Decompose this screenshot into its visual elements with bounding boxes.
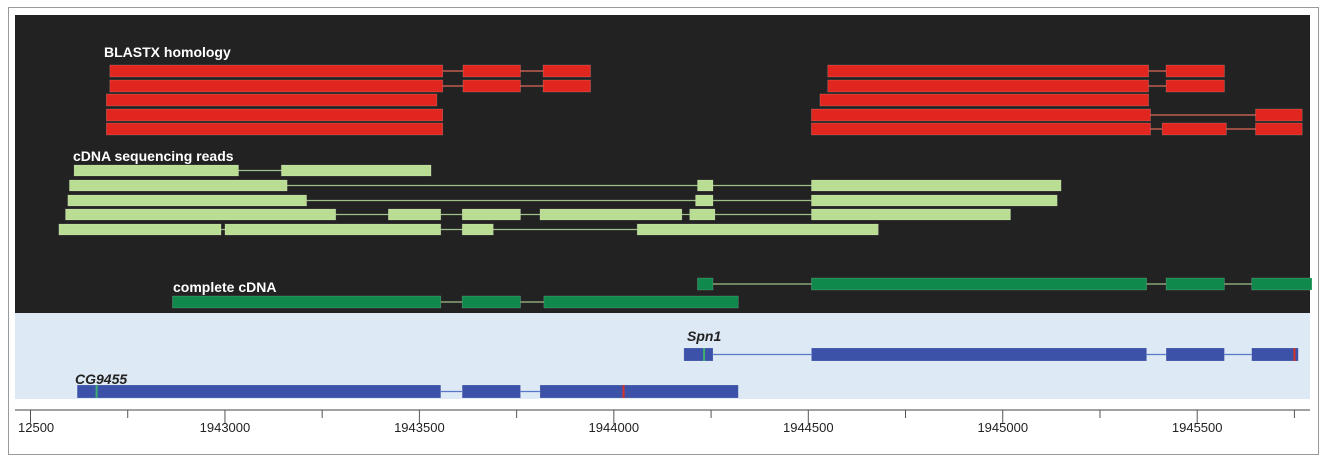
cdna-read-exon[interactable] [689, 208, 716, 221]
cdna-read-exon[interactable] [461, 208, 521, 221]
blastx-hit-exon[interactable] [1165, 64, 1225, 78]
cdna-read-exon[interactable] [58, 223, 222, 236]
axis-tick-label: 1943500 [394, 420, 445, 435]
gene-feature-mark [622, 385, 625, 398]
spn1-gene-model[interactable] [683, 347, 1299, 362]
cdna-read-exon[interactable] [461, 223, 494, 236]
axis-tick-label: 1944500 [783, 420, 834, 435]
cdna-read-exon[interactable] [73, 164, 239, 177]
cdna-read-exon[interactable] [697, 179, 714, 192]
cdna-read-exon[interactable] [811, 194, 1058, 207]
spn1-gene-label: Spn1 [687, 328, 721, 344]
complete-cdna-exon[interactable] [1251, 277, 1313, 291]
cdna-read-exon[interactable] [65, 208, 337, 221]
cdna-read-exon[interactable] [224, 223, 442, 236]
cdna-reads-track-label: cDNA sequencing reads [73, 148, 234, 164]
cdna-read-exon[interactable] [539, 208, 683, 221]
blastx-homology-track [106, 64, 591, 136]
cdna-read-exon[interactable] [695, 194, 714, 207]
axis-tick-label: 1944000 [589, 420, 640, 435]
blastx-hit-exon[interactable] [462, 64, 521, 78]
cdna-read-exon[interactable] [69, 179, 288, 192]
cg9455-gene-model[interactable] [76, 384, 739, 399]
blastx-track-label: BLASTX homology [104, 44, 231, 60]
blastx-hit-exon[interactable] [542, 64, 591, 78]
cdna-read-exon[interactable] [387, 208, 442, 221]
cg9455-gene-label: CG9455 [75, 371, 127, 387]
blastx-hit-exon[interactable] [1165, 79, 1225, 93]
blastx-hit-exon[interactable] [827, 79, 1149, 93]
cg9455-gene-exon[interactable] [539, 384, 739, 399]
axis-tick-label: 1945000 [977, 420, 1028, 435]
blastx-hit-exon[interactable] [106, 108, 444, 122]
complete-cdna-exon[interactable] [1165, 277, 1225, 291]
blastx-hit-exon[interactable] [542, 79, 591, 93]
blastx-hit-exon[interactable] [462, 79, 521, 93]
axis-tick-label: 1945500 [1172, 420, 1223, 435]
complete-cdna-exon[interactable] [461, 295, 521, 309]
blastx-hit-exon[interactable] [1255, 122, 1303, 136]
complete-cdna-track [172, 277, 1313, 309]
cdna-read-exon[interactable] [67, 194, 307, 207]
spn1-gene-exon[interactable] [683, 347, 714, 362]
blastx-hit-exon[interactable] [1255, 108, 1303, 122]
blastx-hit-exon[interactable] [819, 93, 1149, 107]
cdna-reads-track [58, 164, 1062, 236]
complete-cdna-exon[interactable] [172, 295, 442, 309]
complete-cdna-exon[interactable] [811, 277, 1147, 291]
gene-feature-mark [95, 385, 98, 398]
blastx-hit-exon[interactable] [106, 93, 438, 107]
gene-feature-mark [703, 348, 706, 361]
axis-first-label: 12500 [18, 420, 54, 435]
blastx-hit-exon[interactable] [1161, 122, 1227, 136]
complete-cdna-exon[interactable] [697, 277, 714, 291]
blastx-hit-exon[interactable] [811, 122, 1151, 136]
gene-feature-mark [1293, 348, 1296, 361]
blastx-hit-exon[interactable] [827, 64, 1149, 78]
cg9455-gene-exon[interactable] [76, 384, 442, 399]
spn1-gene-exon[interactable] [1165, 347, 1225, 362]
blastx-hit-exon[interactable] [109, 79, 444, 93]
cdna-read-exon[interactable] [281, 164, 432, 177]
blastx-hit-exon[interactable] [109, 64, 444, 78]
complete-cdna-track-label: complete cDNA [173, 279, 276, 295]
cdna-read-exon[interactable] [811, 179, 1062, 192]
coordinate-axis: 12500 1943000 1943500 1944000 1944500 194500… [15, 409, 1310, 435]
blastx-hit-exon[interactable] [106, 122, 444, 136]
blastx-hit-exon[interactable] [811, 108, 1151, 122]
spn1-gene-exon[interactable] [811, 347, 1147, 362]
spn1-gene-exon[interactable] [1251, 347, 1299, 362]
cg9455-gene-exon[interactable] [461, 384, 521, 399]
cdna-read-exon[interactable] [811, 208, 1011, 221]
blastx-homology-track-right [811, 64, 1303, 136]
evidence-panel [15, 15, 1310, 313]
cdna-read-exon[interactable] [636, 223, 879, 236]
axis-tick-label: 1943000 [200, 420, 251, 435]
complete-cdna-exon[interactable] [543, 295, 739, 309]
